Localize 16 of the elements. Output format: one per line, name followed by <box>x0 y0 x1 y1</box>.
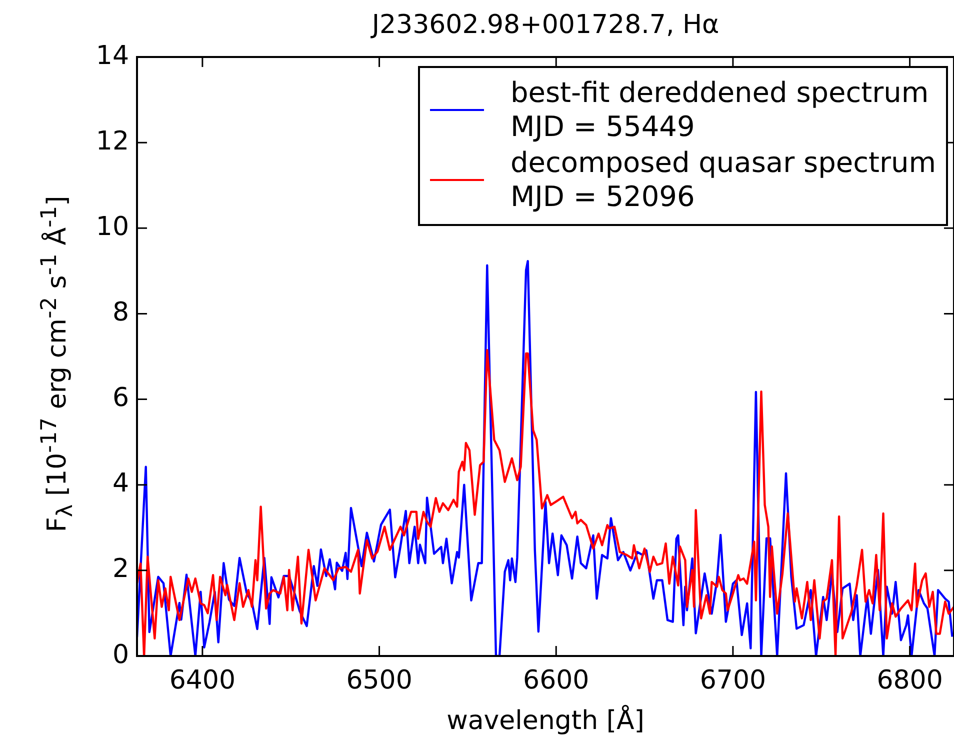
chart-title: J233602.98+001728.7, Hα <box>370 10 720 40</box>
x-tick-label: 6400 <box>169 665 236 696</box>
x-tick-label: 6800 <box>876 665 943 696</box>
y-tick-label: 12 <box>96 126 129 156</box>
x-axis-title: wavelength [Å] <box>446 706 646 736</box>
legend-label: decomposed quasar spectrum MJD = 52096 <box>510 146 936 214</box>
y-tick-label: 14 <box>96 40 129 71</box>
y-tick-label: 6 <box>112 383 129 414</box>
x-tick-label: 6700 <box>700 665 766 696</box>
y-tick-label: 0 <box>112 640 129 670</box>
x-tick-label: 6600 <box>523 665 590 696</box>
y-tick-label: 2 <box>112 554 129 584</box>
y-tick-label: 10 <box>96 212 129 242</box>
y-tick-label: 4 <box>112 468 129 499</box>
y-tick-label: 8 <box>112 297 129 328</box>
x-tick-label: 6500 <box>346 665 412 696</box>
